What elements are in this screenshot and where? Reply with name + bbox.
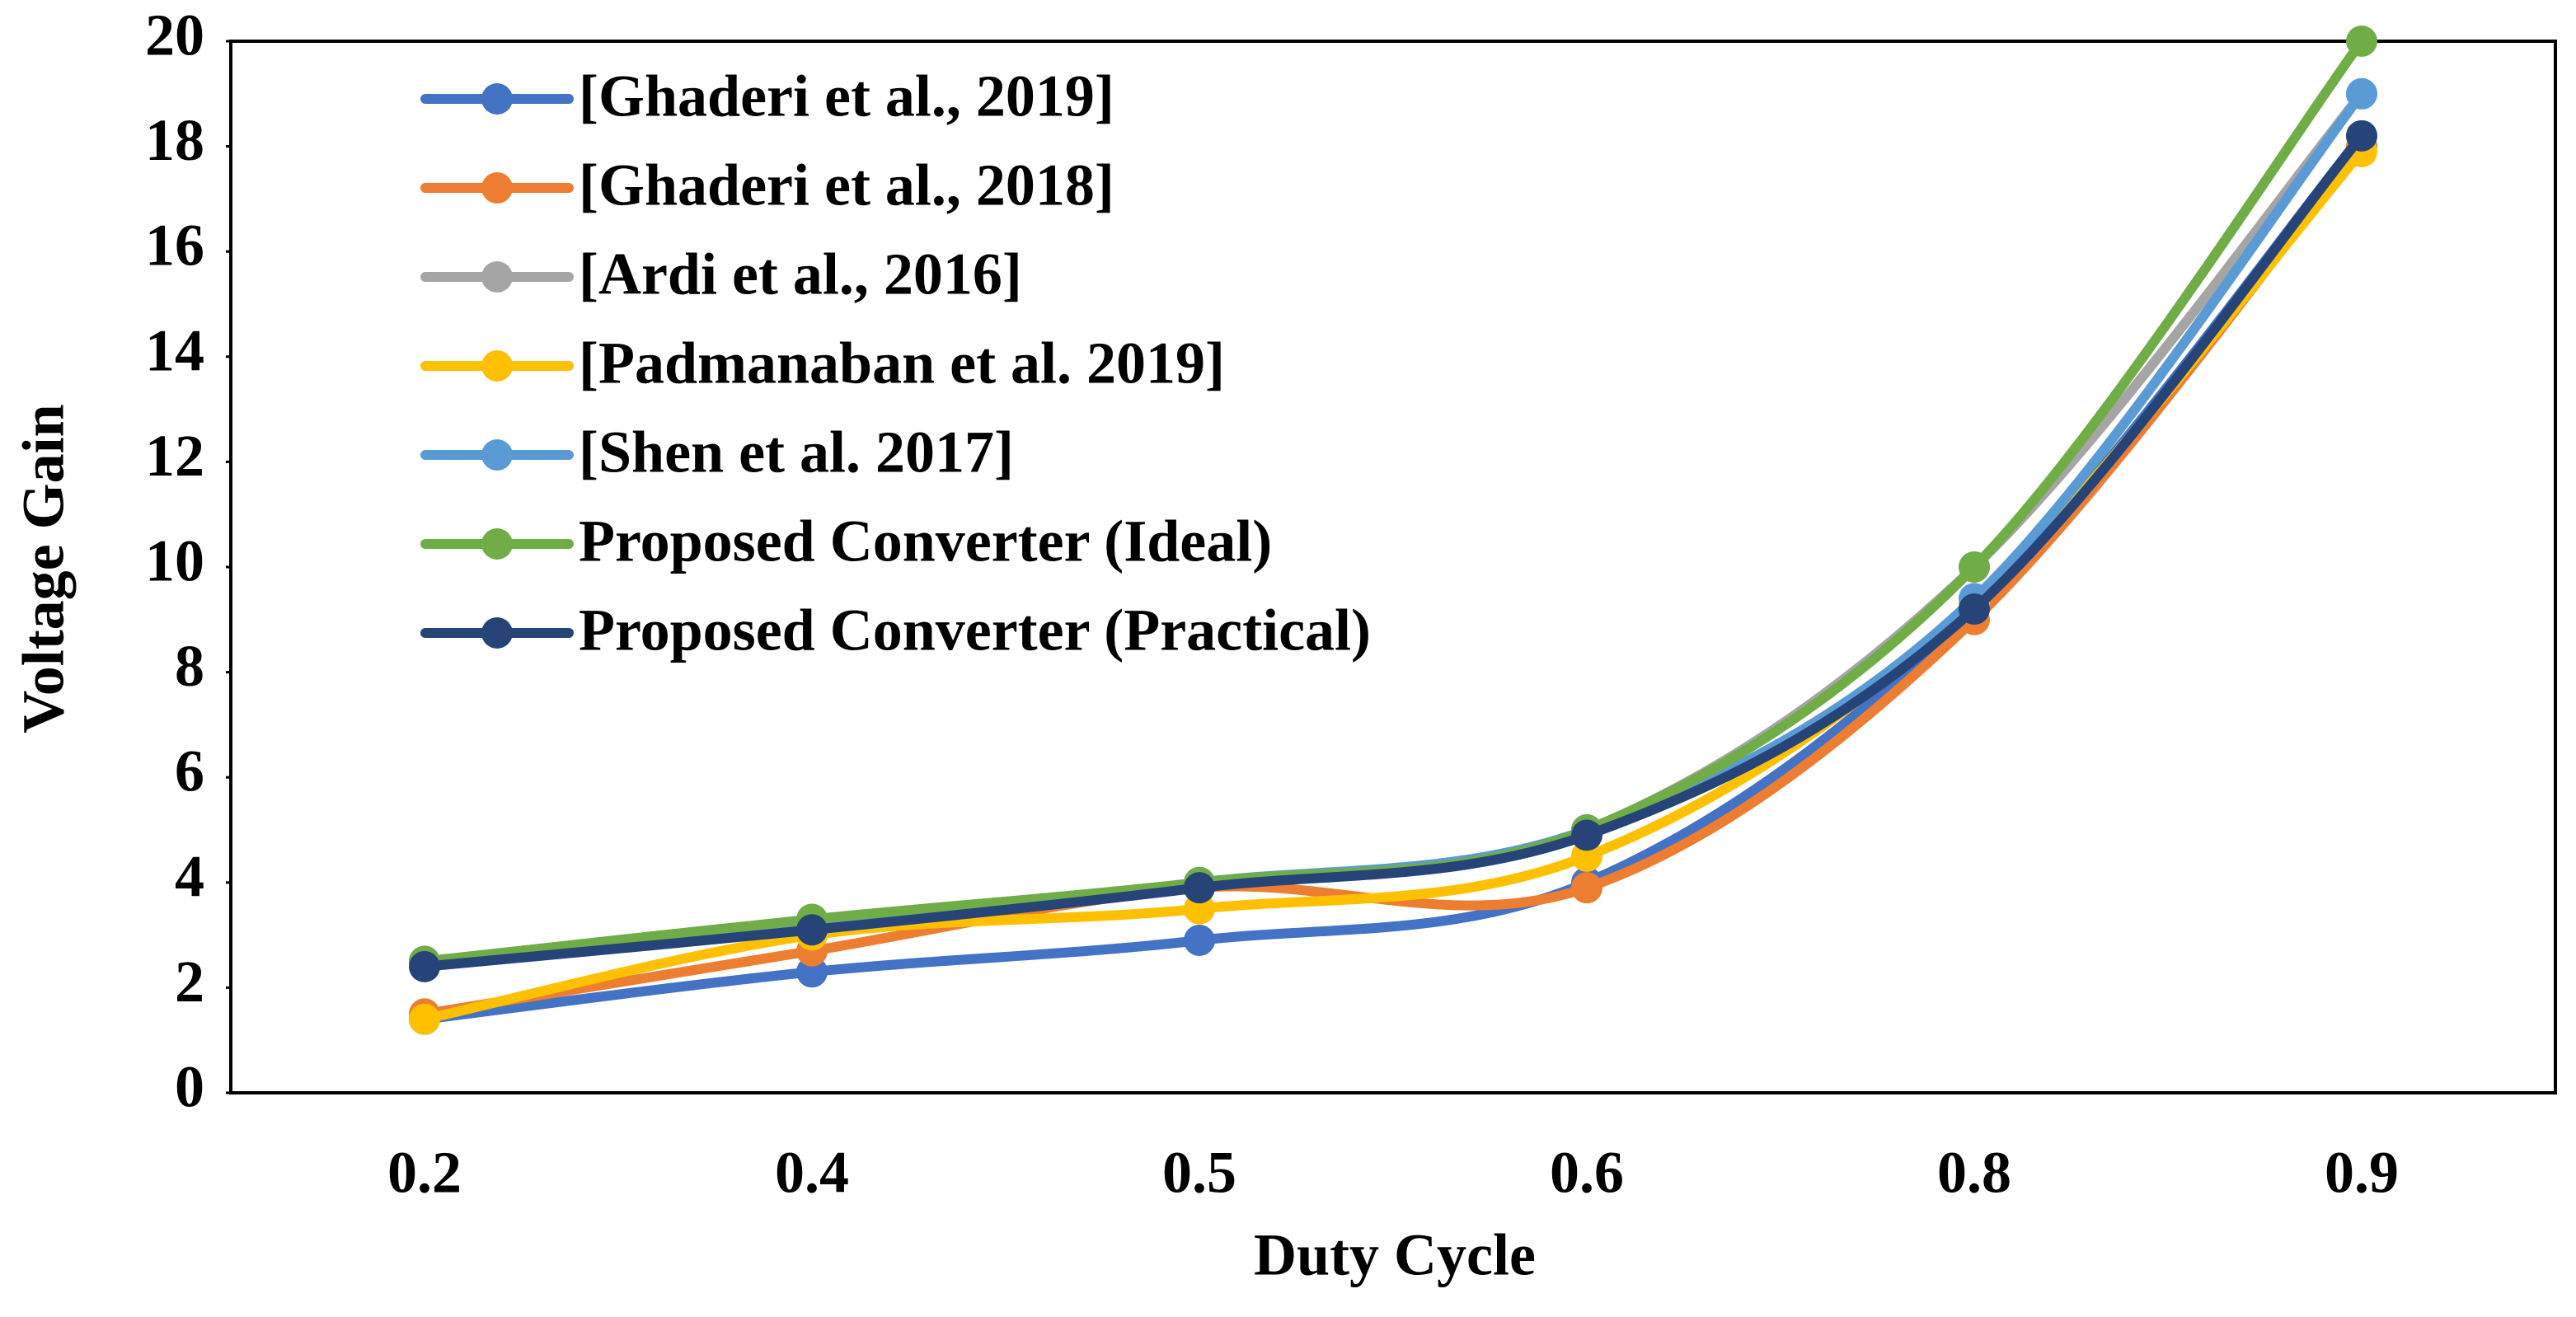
data-point bbox=[1571, 872, 1602, 904]
legend-marker bbox=[481, 172, 513, 204]
legend-label: [Shen et al. 2017] bbox=[579, 419, 1014, 485]
x-tick-label: 0.5 bbox=[1162, 1140, 1236, 1206]
x-tick-label: 0.9 bbox=[2325, 1140, 2399, 1206]
y-tick-label: 6 bbox=[175, 738, 204, 804]
x-tick-label: 0.8 bbox=[1937, 1140, 2011, 1206]
legend-label: [Ardi et al., 2016] bbox=[579, 241, 1022, 307]
data-point bbox=[2346, 120, 2377, 152]
data-point bbox=[1959, 551, 1990, 583]
legend-marker bbox=[481, 83, 513, 115]
data-point bbox=[1571, 819, 1602, 851]
data-point bbox=[1184, 924, 1215, 956]
x-tick-label: 0.2 bbox=[387, 1140, 462, 1206]
legend-marker bbox=[481, 439, 513, 471]
y-tick-label: 4 bbox=[175, 843, 204, 909]
data-point bbox=[1184, 872, 1215, 904]
y-tick-label: 18 bbox=[145, 107, 204, 173]
data-point bbox=[409, 950, 440, 982]
data-point bbox=[1959, 593, 1990, 626]
legend-label: [Ghaderi et al., 2019] bbox=[579, 63, 1114, 129]
legend-label: [Padmanaban et al. 2019] bbox=[579, 330, 1225, 396]
plot-border bbox=[229, 40, 2557, 1094]
data-point bbox=[409, 1003, 440, 1035]
legend-label: Proposed Converter (Ideal) bbox=[579, 509, 1272, 574]
y-axis-title: Voltage Gain bbox=[11, 404, 77, 733]
legend-label: Proposed Converter (Practical) bbox=[579, 598, 1371, 663]
data-point bbox=[2346, 26, 2377, 57]
x-axis-title: Duty Cycle bbox=[1254, 1222, 1536, 1288]
y-tick-label: 10 bbox=[145, 528, 204, 594]
y-tick-label: 12 bbox=[145, 423, 204, 489]
legend-marker bbox=[481, 617, 513, 649]
legend-label: [Ghaderi et al., 2018] bbox=[579, 152, 1114, 218]
series-line bbox=[424, 133, 2366, 972]
y-tick-label: 0 bbox=[175, 1054, 204, 1120]
y-tick-label: 2 bbox=[175, 949, 204, 1015]
x-tick-label: 0.4 bbox=[775, 1140, 849, 1206]
legend-marker bbox=[481, 528, 513, 560]
y-tick-label: 20 bbox=[145, 2, 204, 68]
x-tick-label: 0.6 bbox=[1550, 1140, 1624, 1206]
legend-marker bbox=[481, 350, 513, 382]
legend-marker bbox=[481, 261, 513, 293]
data-point bbox=[2346, 77, 2377, 110]
y-tick-label: 14 bbox=[145, 317, 204, 383]
y-tick-label: 8 bbox=[175, 633, 204, 699]
data-point bbox=[796, 914, 828, 946]
y-tick-label: 16 bbox=[145, 213, 204, 279]
